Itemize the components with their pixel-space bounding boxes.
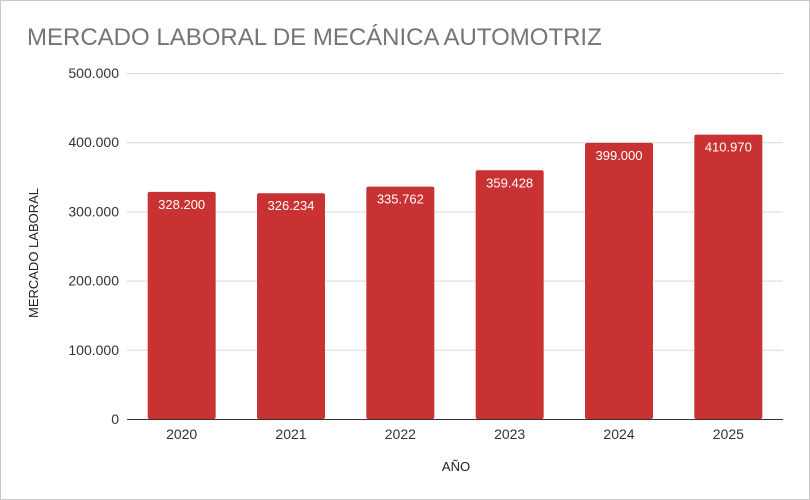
bar-value-label: 335.762 [377, 192, 424, 207]
chart-title: MERCADO LABORAL DE MECÁNICA AUTOMOTRIZ [27, 24, 602, 51]
bar-2021 [257, 193, 325, 419]
bar-2022 [366, 186, 435, 419]
y-tick-label: 0 [111, 411, 119, 427]
bar-2025 [694, 134, 763, 419]
x-tick-label: 2020 [166, 426, 197, 442]
bar-value-label: 359.428 [486, 175, 533, 190]
x-tick-label: 2025 [713, 426, 744, 442]
y-tick-label: 200.000 [68, 273, 119, 289]
x-tick-label: 2023 [494, 426, 525, 442]
y-tick-label: 400.000 [68, 134, 119, 150]
gridlines [127, 73, 783, 351]
bars: 328.200 326.234 335.762 359.428 399.000 410.9… [147, 134, 763, 419]
x-tick-label: 2021 [275, 426, 306, 442]
x-axis-ticks: 2020 2021 2022 2023 2024 2025 [166, 426, 744, 442]
y-tick-label: 500.000 [68, 65, 119, 81]
x-tick-label: 2022 [385, 426, 416, 442]
y-axis-ticks: 0 100.000 200.000 300.000 400.000 500.000 [68, 65, 119, 427]
x-axis-label: AÑO [442, 459, 470, 474]
bar-2023 [475, 170, 544, 419]
bar-value-label: 410.970 [705, 140, 752, 155]
x-tick-label: 2024 [603, 426, 634, 442]
bar-value-label: 328.200 [158, 197, 205, 212]
y-tick-label: 300.000 [68, 203, 119, 219]
bar-value-label: 326.234 [268, 198, 315, 213]
bar-value-label: 399.000 [596, 148, 643, 163]
y-tick-label: 100.000 [68, 342, 119, 358]
bar-2020 [147, 191, 216, 419]
y-axis-label: MERCADO LABORAL [26, 188, 41, 318]
bar-2024 [585, 142, 653, 419]
